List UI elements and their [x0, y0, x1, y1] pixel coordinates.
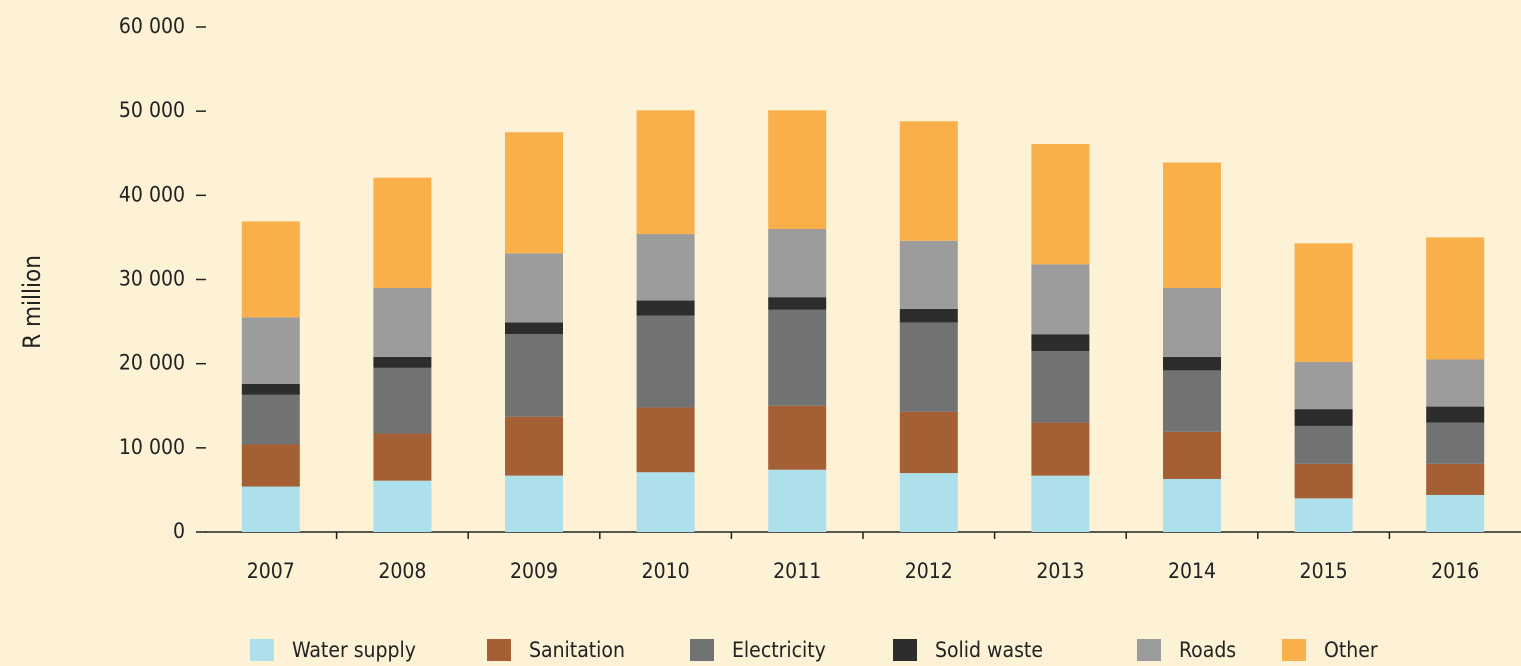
bar-segment [1294, 409, 1353, 426]
legend-label: Sanitation [529, 638, 625, 662]
bar-segment [899, 322, 958, 412]
bar-segment [636, 234, 695, 301]
bar-segment [1031, 475, 1090, 532]
legend-swatch [690, 639, 714, 661]
y-tick-label: 10 000 [119, 435, 185, 459]
bar-segment [1163, 287, 1221, 357]
legend-swatch [1282, 639, 1306, 661]
bar-segment [505, 253, 563, 323]
bar-segment [241, 383, 300, 395]
legend-swatch [893, 639, 917, 661]
bar-segment [373, 480, 432, 532]
bar-segment [1426, 422, 1485, 464]
x-tick-label: 2009 [510, 559, 558, 583]
legend-label: Electricity [732, 638, 826, 662]
y-tick-label: 60 000 [119, 14, 185, 38]
bar-segment [768, 297, 827, 310]
bar-segment [1426, 237, 1485, 360]
bar-segment [636, 407, 695, 473]
bar-segment [1426, 359, 1485, 407]
bar-segment [1031, 334, 1090, 352]
bar-segment [768, 309, 827, 406]
y-tick-label: 20 000 [119, 351, 185, 375]
bar-segment [636, 315, 695, 408]
x-tick-label: 2013 [1036, 559, 1084, 583]
y-tick-label: 50 000 [119, 98, 185, 122]
bar-segment [1426, 494, 1485, 532]
bar-segment [373, 433, 432, 481]
bar-segment [505, 475, 563, 532]
bar-segment [373, 367, 432, 434]
bar-segment [1294, 361, 1353, 410]
bar-segment [636, 300, 695, 316]
bar-segment [373, 356, 432, 368]
bar-segment [1163, 356, 1221, 371]
bar-segment [1294, 498, 1353, 532]
bar-segment [1031, 351, 1090, 423]
bar-segment [1294, 425, 1353, 464]
bar-segment [1163, 431, 1221, 479]
bar-segment [1426, 463, 1485, 495]
x-tick-label: 2014 [1168, 559, 1216, 583]
bar-segment [768, 405, 827, 470]
x-tick-label: 2011 [773, 559, 821, 583]
bar-segment [505, 132, 563, 254]
legend-swatch [487, 639, 511, 661]
bar-segment [1031, 264, 1090, 335]
bar-segment [241, 317, 300, 384]
y-axis-label: R million [18, 255, 46, 349]
bar-segment [505, 322, 563, 335]
bar-segment [241, 486, 300, 532]
x-tick-label: 2007 [247, 559, 295, 583]
legend-label: Roads [1179, 638, 1236, 662]
x-tick-label: 2008 [378, 559, 426, 583]
bar-segment [636, 110, 695, 235]
bar-segment [768, 110, 827, 229]
legend-label: Solid waste [935, 638, 1043, 662]
bar-segment [505, 334, 563, 417]
bar-segment [505, 416, 563, 476]
bar-segment [1163, 162, 1221, 288]
bar-segment [241, 394, 300, 445]
bar-segment [899, 308, 958, 323]
x-tick-label: 2010 [642, 559, 690, 583]
bar-segment [1163, 478, 1221, 532]
bar-segment [1426, 406, 1485, 423]
bar-segment [241, 221, 300, 318]
legend-label: Other [1324, 638, 1378, 662]
bar-segment [1294, 463, 1353, 499]
bar-segment [373, 287, 432, 357]
bar-segment [899, 240, 958, 309]
bar-segment [1294, 243, 1353, 362]
bar-segment [899, 121, 958, 241]
legend-label: Water supply [292, 638, 416, 662]
bar-segment [373, 177, 432, 288]
bar-segment [1031, 422, 1090, 476]
bar-segment [1163, 370, 1221, 432]
x-tick-label: 2016 [1431, 559, 1479, 583]
y-tick-label: 40 000 [119, 182, 185, 206]
y-tick-label: 0 [173, 519, 185, 543]
x-tick-label: 2012 [905, 559, 953, 583]
bar-segment [636, 472, 695, 532]
bar-segment [1031, 143, 1090, 265]
bar-segment [899, 473, 958, 532]
bar-segment [768, 469, 827, 532]
bar-segment [768, 229, 827, 298]
y-tick-label: 30 000 [119, 267, 185, 291]
bar-segment [899, 411, 958, 474]
legend-swatch [1137, 639, 1161, 661]
legend-swatch [250, 639, 274, 661]
x-tick-label: 2015 [1300, 559, 1348, 583]
bar-segment [241, 444, 300, 487]
